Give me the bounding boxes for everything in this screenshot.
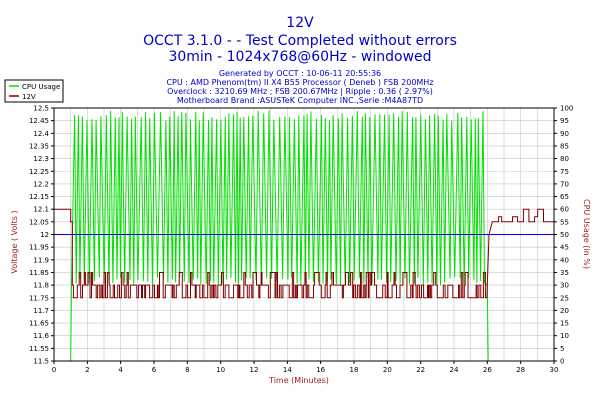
x-tick-label: 26 <box>483 366 492 374</box>
y-tick-label: 11.8 <box>33 282 49 290</box>
y2-tick-label: 40 <box>560 256 569 264</box>
x-tick-label: 8 <box>185 366 189 374</box>
y-tick-label: 12.1 <box>33 206 49 214</box>
x-tick-label: 0 <box>52 366 56 374</box>
info-line-4: Motherboard Brand :ASUSTeK Computer INC.… <box>177 96 423 105</box>
chart-title: 12V <box>286 15 314 31</box>
y-axis-label: Voltage ( Volts ) <box>10 210 19 273</box>
y2-tick-label: 85 <box>560 142 569 150</box>
y2-tick-label: 5 <box>560 345 564 353</box>
y-tick-label: 12 <box>40 231 49 239</box>
y-tick-label: 12.3 <box>33 155 49 163</box>
x-axis-label: Time (Minutes) <box>268 376 329 385</box>
y2-tick-label: 20 <box>560 307 569 315</box>
y-tick-label: 12.2 <box>33 180 49 188</box>
chart-subtitle-2: 30min - 1024x768@60Hz - windowed <box>168 49 431 65</box>
y-tick-label: 12.5 <box>33 105 49 113</box>
y2-tick-label: 90 <box>560 130 569 138</box>
chart-subtitle-1: OCCT 3.1.0 - - Test Completed without er… <box>143 33 457 49</box>
y-tick-label: 11.6 <box>33 332 49 340</box>
x-tick-label: 6 <box>152 366 157 374</box>
legend-12v-label: 12V <box>22 93 36 101</box>
y-tick-label: 11.75 <box>29 294 49 302</box>
y2-tick-label: 35 <box>560 269 569 277</box>
y-tick-label: 12.05 <box>29 218 49 226</box>
series-cpu-usage-line <box>54 110 554 362</box>
y2-axis-label: CPU Usage (in %) <box>582 199 591 269</box>
y2-tick-label: 70 <box>560 180 569 188</box>
x-tick-label: 4 <box>118 366 123 374</box>
y2-tick-label: 75 <box>560 168 569 176</box>
x-tick-label: 14 <box>283 366 292 374</box>
info-line-3: Overclock : 3210.69 MHz ; FSB 200.67MHz … <box>167 87 433 96</box>
y2-tick-label: 50 <box>560 231 569 239</box>
x-tick-label: 2 <box>85 366 89 374</box>
x-tick-label: 18 <box>350 366 359 374</box>
y2-tick-label: 60 <box>560 206 569 214</box>
y2-tick-label: 15 <box>560 320 569 328</box>
y2-tick-label: 0 <box>560 358 564 366</box>
series-12v-line <box>54 208 555 299</box>
x-tick-label: 24 <box>450 366 459 374</box>
info-line-1: Generated by OCCT : 10-06-11 20:55:36 <box>219 69 381 78</box>
y2-tick-label: 45 <box>560 244 569 252</box>
x-tick-label: 16 <box>316 366 325 374</box>
y-tick-label: 11.65 <box>29 320 49 328</box>
x-tick-label: 20 <box>383 366 392 374</box>
axes: 0 2 4 6 8 10 12 14 16 18 20 22 24 26 28 3011.511.5511.6… <box>29 105 573 375</box>
x-tick-label: 10 <box>216 366 225 374</box>
legend-box <box>4 79 64 103</box>
y2-tick-label: 65 <box>560 193 569 201</box>
y-tick-label: 11.7 <box>33 307 49 315</box>
x-tick-label: 22 <box>416 366 425 374</box>
y2-tick-label: 30 <box>560 282 569 290</box>
y-tick-label: 12.35 <box>29 142 49 150</box>
y2-tick-label: 25 <box>560 294 569 302</box>
y2-tick-label: 10 <box>560 332 569 340</box>
y-tick-label: 11.85 <box>29 269 49 277</box>
y2-tick-label: 80 <box>560 155 569 163</box>
x-tick-label: 30 <box>550 366 559 374</box>
y-tick-label: 11.5 <box>33 358 49 366</box>
x-tick-label: 28 <box>516 366 525 374</box>
y-tick-label: 11.95 <box>29 244 49 252</box>
y-tick-label: 12.4 <box>33 130 49 138</box>
y2-tick-label: 95 <box>560 117 569 125</box>
y-tick-label: 12.45 <box>29 117 49 125</box>
y-tick-label: 12.15 <box>29 193 49 201</box>
legend: CPU Usage 12V <box>4 79 64 103</box>
legend-cpu-usage-label: CPU Usage <box>22 83 60 91</box>
series-group <box>54 110 555 362</box>
y2-tick-label: 100 <box>560 105 573 113</box>
y-tick-label: 12.25 <box>29 168 49 176</box>
y2-tick-label: 55 <box>560 218 569 226</box>
y-tick-label: 11.9 <box>33 256 49 264</box>
y-tick-label: 11.55 <box>29 345 49 353</box>
x-tick-label: 12 <box>250 366 259 374</box>
info-line-2: CPU : AMD Phenom(tm) II X4 B55 Processor… <box>166 78 433 87</box>
